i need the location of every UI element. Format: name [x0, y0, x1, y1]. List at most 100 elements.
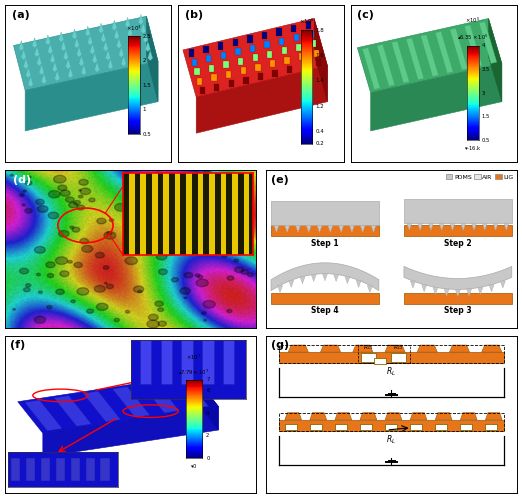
Circle shape — [69, 202, 78, 208]
Circle shape — [227, 276, 234, 280]
Circle shape — [196, 196, 201, 199]
Polygon shape — [196, 66, 327, 133]
Polygon shape — [55, 71, 60, 81]
Circle shape — [79, 190, 81, 191]
Polygon shape — [478, 287, 483, 294]
Circle shape — [241, 269, 248, 274]
Bar — [192, 59, 197, 66]
Circle shape — [106, 232, 112, 235]
Text: $R_L$: $R_L$ — [386, 433, 396, 446]
Circle shape — [172, 277, 179, 282]
Circle shape — [160, 218, 169, 223]
Polygon shape — [50, 53, 55, 63]
Polygon shape — [421, 35, 438, 77]
Bar — [299, 53, 304, 60]
Circle shape — [34, 316, 45, 323]
Polygon shape — [88, 35, 92, 45]
Circle shape — [80, 239, 88, 244]
Circle shape — [115, 203, 127, 211]
Bar — [305, 21, 311, 28]
Circle shape — [25, 181, 32, 185]
Polygon shape — [339, 225, 343, 233]
Polygon shape — [455, 289, 460, 296]
Polygon shape — [460, 413, 477, 420]
Polygon shape — [449, 345, 470, 352]
Polygon shape — [21, 50, 26, 60]
Circle shape — [202, 242, 212, 248]
Bar — [253, 54, 258, 61]
Circle shape — [196, 279, 208, 287]
Polygon shape — [471, 223, 477, 230]
Polygon shape — [433, 287, 438, 294]
Polygon shape — [43, 406, 218, 457]
Circle shape — [38, 206, 48, 212]
Polygon shape — [26, 68, 31, 78]
Polygon shape — [418, 223, 422, 230]
Bar — [258, 73, 263, 80]
Bar — [235, 48, 241, 55]
Polygon shape — [482, 223, 487, 230]
Bar — [221, 52, 226, 59]
Polygon shape — [404, 266, 512, 289]
Circle shape — [174, 244, 179, 247]
Bar — [226, 71, 231, 78]
Bar — [485, 424, 497, 430]
Polygon shape — [385, 413, 402, 420]
Polygon shape — [63, 50, 68, 60]
Bar — [199, 87, 205, 94]
Polygon shape — [392, 41, 409, 83]
Polygon shape — [114, 29, 119, 39]
Circle shape — [152, 175, 160, 180]
Bar — [255, 64, 260, 71]
Bar — [392, 353, 407, 362]
Circle shape — [36, 199, 44, 205]
Circle shape — [247, 273, 254, 276]
Circle shape — [184, 244, 194, 249]
Text: $R_{C2}$: $R_{C2}$ — [394, 344, 405, 353]
Bar — [311, 40, 316, 47]
Polygon shape — [99, 23, 103, 33]
Bar — [284, 57, 290, 64]
Text: (a): (a) — [12, 9, 30, 20]
Polygon shape — [356, 280, 361, 287]
Polygon shape — [132, 44, 137, 54]
Circle shape — [58, 185, 67, 191]
Circle shape — [55, 257, 68, 264]
Polygon shape — [278, 285, 282, 292]
Text: (d): (d) — [13, 175, 31, 185]
Polygon shape — [81, 65, 86, 75]
Polygon shape — [479, 22, 497, 63]
Polygon shape — [482, 345, 502, 352]
Polygon shape — [289, 280, 294, 287]
Bar — [279, 420, 504, 431]
Polygon shape — [25, 400, 62, 431]
Polygon shape — [94, 62, 100, 72]
Polygon shape — [300, 276, 305, 284]
Circle shape — [125, 310, 129, 313]
Polygon shape — [422, 285, 426, 292]
Bar — [404, 293, 512, 304]
Circle shape — [74, 262, 82, 267]
Polygon shape — [121, 56, 126, 66]
Circle shape — [201, 312, 206, 314]
Polygon shape — [407, 223, 412, 230]
Circle shape — [22, 204, 25, 206]
Polygon shape — [417, 345, 437, 352]
Bar — [238, 58, 243, 65]
Circle shape — [187, 191, 196, 196]
Circle shape — [184, 272, 193, 278]
Polygon shape — [58, 32, 64, 42]
Text: Step 4: Step 4 — [311, 306, 339, 315]
Circle shape — [187, 179, 191, 181]
Circle shape — [104, 232, 116, 239]
Bar — [209, 65, 214, 72]
Bar — [287, 66, 292, 73]
Circle shape — [48, 212, 58, 219]
Circle shape — [48, 273, 54, 277]
Circle shape — [135, 222, 142, 227]
Circle shape — [97, 218, 106, 224]
Circle shape — [243, 244, 245, 246]
Circle shape — [71, 300, 75, 303]
Circle shape — [193, 184, 199, 189]
Circle shape — [104, 282, 107, 284]
